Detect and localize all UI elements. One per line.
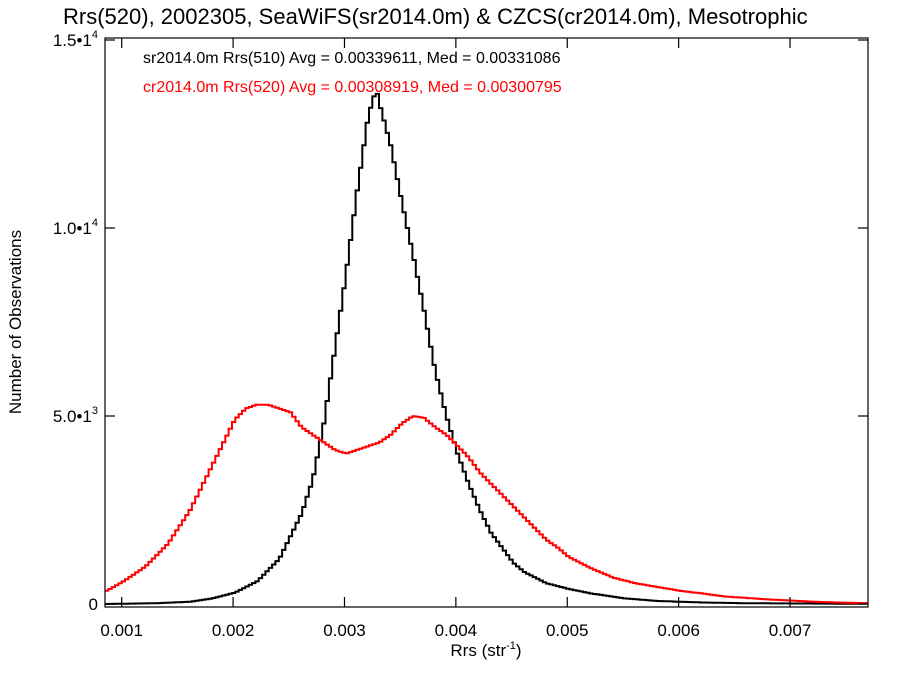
y-tick-label: 1.0•14 <box>53 217 98 238</box>
series-line-red <box>105 403 868 605</box>
x-tick-label: 0.006 <box>657 621 700 640</box>
y-axis-ticks: 0 5.0•13 1.0•14 1.5•14 <box>53 29 868 614</box>
x-tick-label: 0.001 <box>100 621 143 640</box>
legend-entry-black: sr2014.0m Rrs(510) Avg = 0.00339611, Med… <box>143 50 561 67</box>
x-axis-ticks: 0.001 0.002 0.003 0.004 0.005 0.006 0.007 <box>100 38 811 640</box>
plot-frame <box>104 37 869 608</box>
series-line-black <box>105 92 867 605</box>
chart-title: Rrs(520), 2002305, SeaWiFS(sr2014.0m) & … <box>63 4 808 29</box>
series-lines <box>105 92 868 605</box>
x-tick-label: 0.003 <box>323 621 366 640</box>
y-axis-label: Number of Observations <box>6 230 25 414</box>
x-tick-label: 0.007 <box>769 621 812 640</box>
x-tick-label: 0.005 <box>546 621 589 640</box>
y-tick-label: 0 <box>89 595 98 614</box>
y-tick-label: 5.0•13 <box>53 405 98 426</box>
y-tick-label: 1.5•14 <box>53 29 98 50</box>
x-tick-label: 0.004 <box>435 621 478 640</box>
x-tick-label: 0.002 <box>212 621 255 640</box>
legend-entry-red: cr2014.0m Rrs(520) Avg = 0.00308919, Med… <box>143 79 562 96</box>
x-axis-label: Rrs (str-1) <box>450 640 521 660</box>
